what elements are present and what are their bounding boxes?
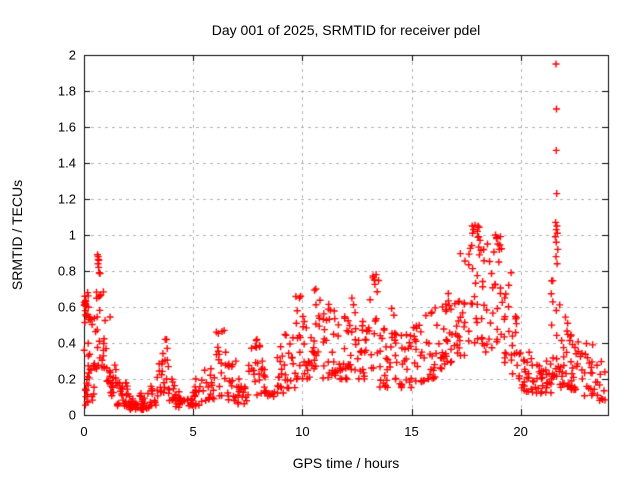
- y-tick-label: 0.8: [57, 263, 76, 279]
- y-tick-label: 2: [68, 47, 76, 63]
- y-tick-label: 1.8: [57, 83, 76, 99]
- x-tick-label: 20: [513, 424, 528, 439]
- x-tick-label: 0: [80, 424, 88, 439]
- y-tick-label: 0.6: [57, 299, 76, 315]
- y-tick-label: 0.2: [57, 371, 76, 387]
- x-tick-label: 5: [189, 424, 197, 439]
- y-tick-label: 0: [68, 407, 76, 423]
- y-tick-label: 1: [68, 227, 76, 243]
- y-tick-label: 1.2: [57, 191, 76, 207]
- x-tick-label: 10: [295, 424, 310, 439]
- chart-title: Day 001 of 2025, SRMTID for receiver pde…: [211, 22, 481, 38]
- y-tick-label: 1.4: [57, 155, 76, 171]
- x-axis-label: GPS time / hours: [292, 455, 400, 471]
- y-axis-label: SRMTID / TECUs: [9, 179, 25, 291]
- y-tick-label: 0.4: [57, 335, 76, 351]
- x-tick-label: 15: [404, 424, 419, 439]
- y-tick-label: 1.6: [57, 119, 76, 135]
